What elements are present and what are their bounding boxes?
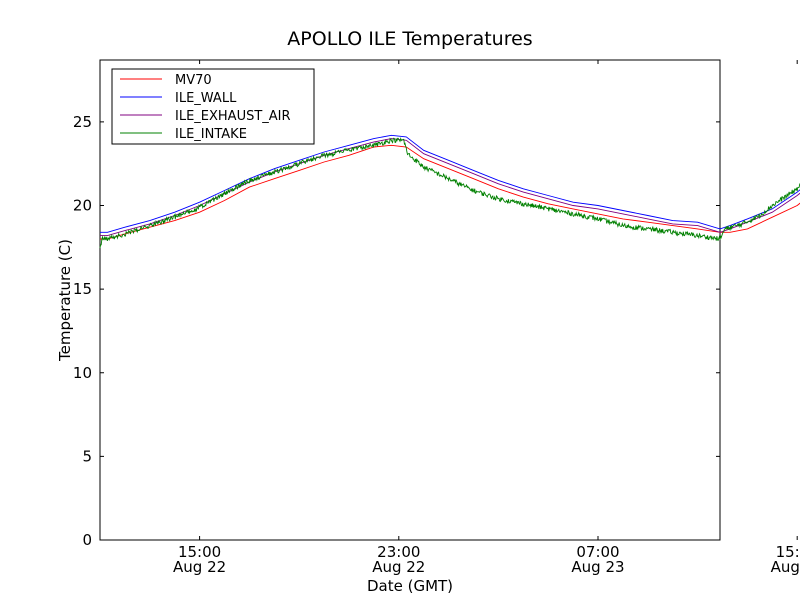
x-tick-label-time: 07:00: [576, 543, 619, 561]
plot-area: [99, 59, 721, 541]
legend-label: MV70: [175, 73, 212, 88]
legend-box: [111, 68, 315, 145]
x-axis-label: Date (GMT): [367, 577, 453, 595]
series-line-mv70: [100, 144, 800, 240]
x-tick-label-time: 15:00: [776, 543, 800, 561]
legend-label: ILE_WALL: [175, 91, 237, 106]
x-tick-label-date: Aug 22: [173, 558, 226, 576]
x-tick-label-time: 23:00: [377, 543, 420, 561]
series-layer: [99, 134, 800, 249]
y-tick-label: 25: [73, 113, 92, 131]
series-line-ile-intake: [99, 136, 800, 249]
y-tick-label: 5: [82, 447, 92, 465]
x-tick-label-time: 15:00: [178, 543, 221, 561]
legend: MV70 ILE_WALL ILE_EXHAUST_AIR ILE_INTAKE: [111, 68, 315, 145]
y-axis-label: Temperature (C): [56, 239, 74, 362]
chart-title: APOLLO ILE Temperatures: [287, 28, 532, 50]
y-tick-label: 10: [73, 364, 92, 382]
y-tick-label: 20: [73, 197, 92, 215]
legend-label: ILE_EXHAUST_AIR: [175, 109, 291, 124]
y-tick-label: 15: [73, 280, 92, 298]
x-tick-label-date: Aug 23: [771, 558, 800, 576]
legend-label: ILE_INTAKE: [175, 127, 247, 142]
y-tick-label: 0: [82, 531, 92, 549]
x-tick-label-date: Aug 23: [571, 558, 624, 576]
x-tick-label-date: Aug 22: [372, 558, 425, 576]
